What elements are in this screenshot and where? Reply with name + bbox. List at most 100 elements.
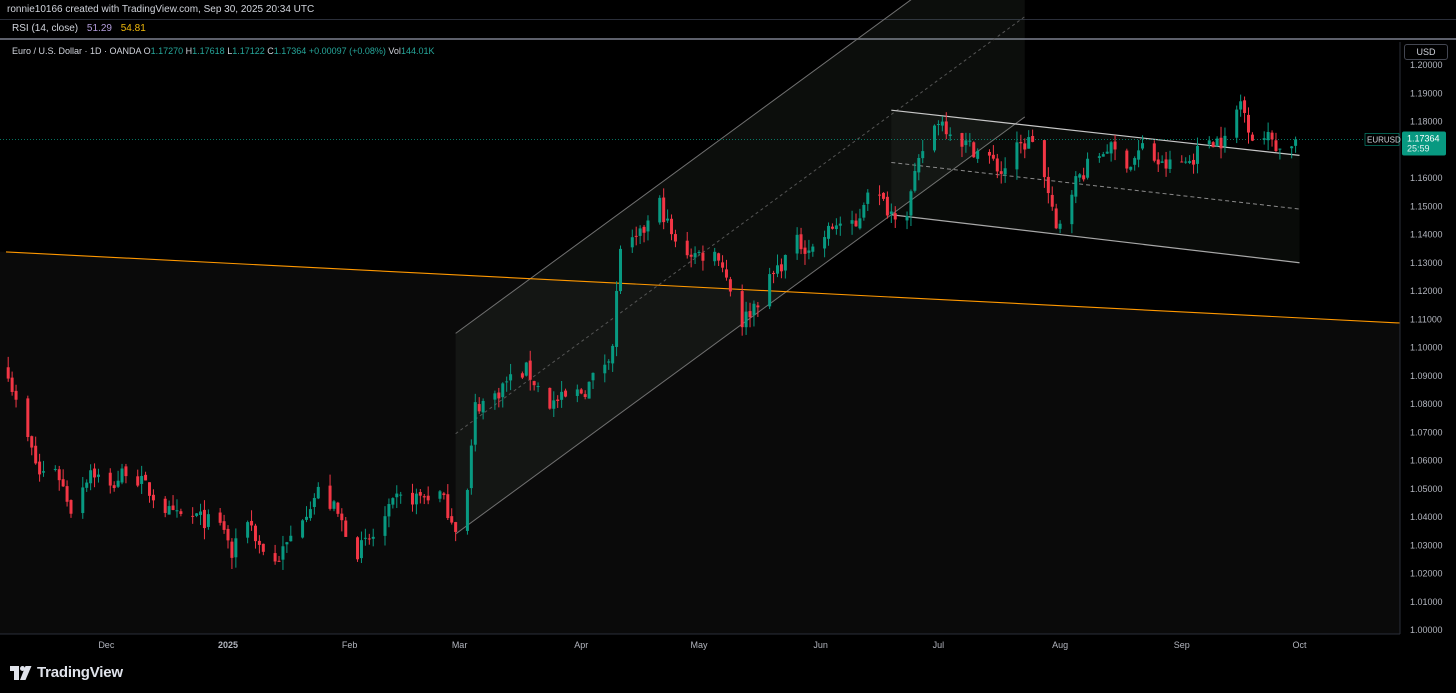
tradingview-logo[interactable]: TradingView [10, 664, 123, 681]
candle-body [1054, 208, 1058, 229]
candle-body [850, 220, 854, 224]
candle-body [253, 525, 257, 542]
candle-body [199, 511, 203, 515]
price-tick-label: 1.07000 [1410, 427, 1443, 437]
time-tick-label: Jul [933, 640, 945, 650]
candle-body [673, 234, 677, 242]
candle-body [1250, 134, 1254, 141]
candle-body [289, 535, 293, 542]
candle-body [662, 197, 666, 223]
candle-body [81, 487, 85, 514]
currency-button[interactable]: USD [1404, 44, 1448, 60]
candle-body [281, 546, 285, 560]
candle-body [53, 468, 57, 470]
candle-body [497, 392, 501, 399]
price-tag-countdown: 25:59 [1407, 143, 1430, 153]
candle-body [163, 498, 167, 513]
candle-body [858, 218, 862, 229]
candle-body [646, 220, 650, 232]
candle-body [940, 121, 944, 126]
time-tick-label: Sep [1174, 640, 1190, 650]
symbol-tag-box [1364, 133, 1400, 146]
candle-body [752, 303, 756, 316]
descending-channel-lower [891, 214, 1300, 264]
candle-body [250, 520, 254, 526]
rsi-value-1: 51.29 [86, 23, 112, 34]
footer-bar [0, 654, 1456, 693]
candle-body [1156, 159, 1160, 165]
tradingview-logo-icon [10, 665, 32, 680]
candle-body [1274, 140, 1278, 152]
candle-body [340, 513, 344, 521]
candle-body [438, 491, 442, 499]
candle-body [1105, 151, 1109, 154]
candle-body [450, 516, 454, 523]
time-tick-label: Feb [342, 640, 358, 650]
high-value: 1.17618 [192, 46, 225, 56]
candle-body [261, 543, 265, 552]
candle-body [536, 386, 540, 388]
candle-body [921, 151, 925, 159]
candle-body [717, 253, 721, 261]
candle-body [713, 251, 717, 262]
candle-body [93, 468, 97, 478]
rsi-indicator-legend[interactable]: RSI (14, close) 51.29 54.81 [0, 20, 1456, 40]
candle-body [151, 494, 155, 501]
price-chart[interactable]: 1.200001.190001.180001.170001.160001.150… [0, 0, 1456, 654]
candle-body [721, 262, 725, 268]
candle-body [905, 216, 909, 221]
candle-body [140, 475, 144, 484]
candle-body [1129, 166, 1133, 170]
candle-body [1109, 142, 1113, 154]
candle-body [57, 469, 61, 481]
time-tick-label: 2025 [218, 640, 238, 650]
price-tag-value: 1.17364 [1407, 133, 1440, 143]
candle-body [564, 390, 568, 397]
candle-body [607, 361, 611, 363]
candle-body [1160, 161, 1164, 163]
time-tick-label: Dec [98, 640, 115, 650]
price-tick-label: 1.03000 [1410, 540, 1443, 550]
candle-body [206, 514, 210, 527]
candle-body [195, 513, 199, 516]
candle-body [246, 522, 250, 538]
candle-body [556, 399, 560, 401]
candle-body [14, 390, 18, 400]
candle-body [312, 497, 316, 507]
candle-body [120, 468, 124, 483]
candle-body [827, 225, 831, 239]
candle-body [776, 265, 779, 274]
candle-body [493, 393, 497, 400]
price-tick-label: 1.14000 [1410, 230, 1443, 240]
candle-body [148, 482, 151, 496]
candle-body [171, 505, 175, 510]
candle-body [308, 509, 312, 519]
candle-body [1050, 194, 1054, 207]
candle-body [399, 494, 403, 496]
candle-body [1113, 141, 1117, 150]
candle-body [779, 264, 783, 272]
candle-body [772, 272, 776, 275]
candle-body [175, 510, 179, 512]
candle-body [1070, 194, 1074, 225]
candle-body [807, 250, 811, 253]
candle-body [61, 479, 65, 487]
candle-body [666, 218, 670, 221]
high-label: H [185, 46, 193, 56]
candle-body [756, 305, 760, 308]
candle-body [917, 157, 921, 173]
candle-body [1266, 131, 1270, 141]
candle-body [583, 394, 587, 398]
candle-body [560, 391, 564, 400]
candle-body [619, 248, 622, 292]
candle-body [936, 124, 940, 126]
candle-body [1195, 145, 1199, 164]
candle-body [359, 540, 363, 559]
price-tick-label: 1.16000 [1410, 173, 1443, 183]
candle-body [1243, 100, 1247, 113]
candle-body [591, 372, 595, 381]
open-value: 1.17270 [150, 46, 184, 56]
volume-label: Vol [388, 46, 401, 56]
candle-body [748, 311, 752, 318]
candle-body [991, 154, 995, 159]
